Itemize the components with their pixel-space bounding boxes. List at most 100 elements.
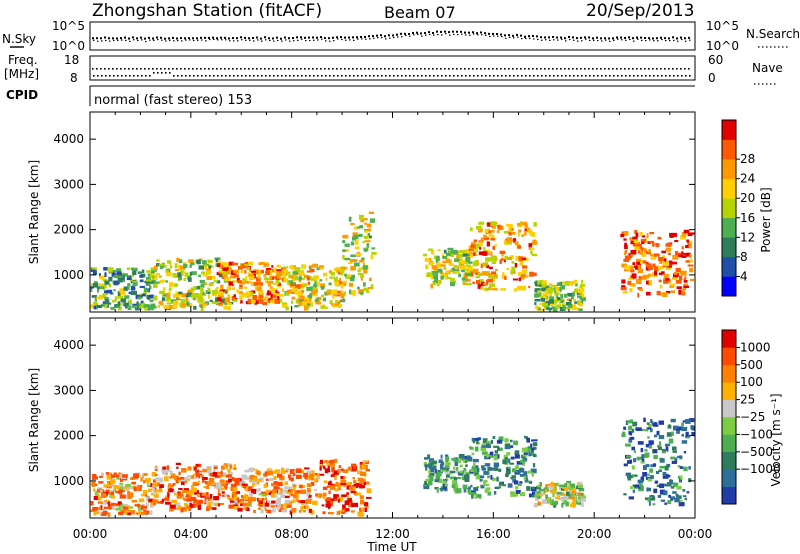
data-cell [309, 293, 313, 299]
data-cell [327, 512, 334, 515]
freq-point [117, 75, 119, 77]
data-cell [267, 500, 271, 503]
data-cell [120, 291, 126, 295]
freq-point [413, 75, 415, 77]
data-cell [153, 479, 157, 483]
data-cell [192, 481, 197, 486]
data-cell [231, 296, 236, 301]
data-cell [547, 498, 550, 501]
nave-point [252, 68, 254, 70]
data-cell [341, 298, 346, 303]
freq-point [241, 75, 243, 77]
freq-point [141, 75, 143, 77]
data-cell [172, 483, 176, 486]
nsky-point [192, 37, 194, 40]
data-cell [507, 257, 513, 260]
freq-point [325, 75, 327, 77]
data-cell [547, 485, 552, 489]
data-cell [535, 497, 539, 501]
data-cell [506, 238, 509, 243]
data-cell [97, 288, 100, 293]
nsearch-point [337, 38, 339, 40]
data-cell [630, 283, 634, 287]
data-cell [281, 489, 287, 493]
data-cell [246, 486, 250, 492]
nave-point [644, 68, 646, 70]
data-cell [174, 269, 180, 271]
data-cell [525, 274, 529, 277]
data-cell [567, 305, 571, 308]
data-cell [264, 493, 269, 496]
data-cell [306, 488, 311, 492]
data-cell [269, 300, 274, 304]
data-cell [363, 235, 369, 239]
nsearch-point [257, 39, 259, 41]
data-cell [644, 274, 650, 279]
data-cell [672, 276, 678, 280]
nsearch-point [365, 38, 367, 40]
nave-point [384, 68, 386, 70]
nsky-point [344, 36, 346, 39]
data-cell [667, 265, 673, 268]
nsearch-point [213, 38, 215, 41]
nsearch-point [661, 38, 663, 41]
data-cell [425, 478, 430, 482]
data-cell [532, 463, 536, 468]
data-cell [285, 292, 290, 296]
data-cell [148, 481, 151, 486]
nsearch-point [97, 40, 99, 42]
data-cell [200, 304, 203, 308]
data-cell [640, 238, 646, 243]
data-cell [173, 492, 178, 496]
data-cell [363, 268, 368, 274]
data-cell [560, 294, 564, 299]
data-cell [154, 275, 158, 280]
data-cell [220, 284, 224, 288]
data-cell [287, 289, 292, 294]
nsky-point [124, 36, 126, 39]
data-cell [197, 499, 204, 504]
data-cell [427, 475, 434, 478]
nave-point [204, 68, 206, 70]
data-cell [353, 465, 357, 470]
data-cell [472, 281, 475, 285]
nsearch-point [281, 40, 283, 42]
data-cell [197, 298, 204, 303]
data-cell [643, 417, 646, 423]
data-cell [565, 501, 569, 507]
nsky-point [456, 30, 458, 33]
nave-point [144, 68, 146, 70]
data-cell [227, 294, 231, 299]
nave-point [240, 68, 242, 70]
nsearch-point [573, 39, 575, 41]
data-cell [205, 485, 210, 489]
nsky-point [120, 37, 122, 40]
data-cell [317, 472, 320, 478]
data-cell [580, 492, 584, 496]
nave-point [404, 68, 406, 70]
nave-point [312, 68, 314, 70]
data-cell [482, 438, 488, 443]
data-cell [486, 456, 491, 460]
data-cell [528, 243, 533, 247]
nave-point [104, 68, 106, 70]
data-cell [580, 285, 583, 289]
data-cell [273, 475, 277, 480]
data-cell [221, 472, 227, 476]
nave-point [244, 68, 246, 70]
data-cell [206, 507, 210, 511]
data-cell [306, 276, 310, 281]
data-cell [515, 486, 519, 490]
data-cell [684, 276, 687, 280]
data-cell [510, 476, 513, 480]
data-cell [523, 452, 528, 455]
data-cell [202, 274, 208, 277]
data-cell [639, 231, 643, 236]
data-cell [220, 299, 226, 304]
data-cell [292, 484, 297, 487]
data-cell [178, 488, 183, 491]
data-cell [92, 474, 97, 478]
data-cell [275, 275, 281, 279]
data-cell [288, 489, 293, 493]
